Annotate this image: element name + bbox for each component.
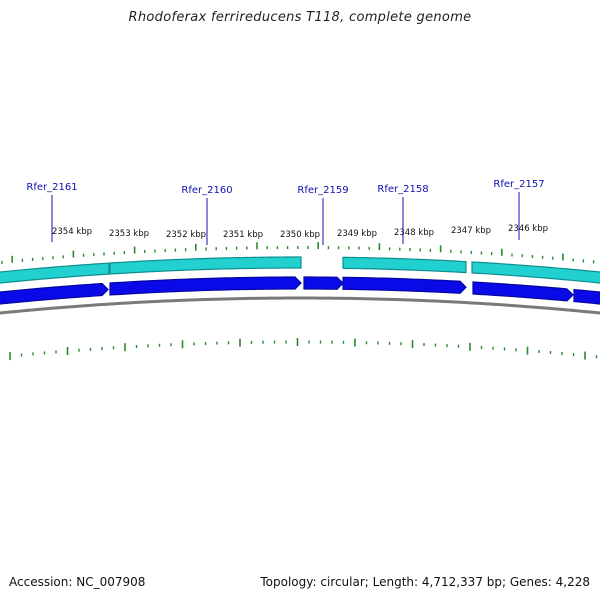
upper-tick-marks bbox=[1, 242, 595, 264]
scale-label: 2352 kbp bbox=[166, 230, 206, 240]
scale-label: 2350 kbp bbox=[280, 230, 320, 240]
cds-arrow bbox=[342, 276, 467, 294]
genome-backbone bbox=[0, 296, 600, 315]
scale-label: 2349 kbp bbox=[337, 229, 377, 239]
gene-segment bbox=[109, 256, 302, 275]
gene-labels: Rfer_2161 Rfer_2160 Rfer_2159 Rfer_2158 Rfer… bbox=[26, 179, 545, 245]
scale-label: 2353 kbp bbox=[109, 229, 149, 239]
gene-label[interactable]: Rfer_2158 bbox=[377, 184, 428, 195]
scale-label: 2351 kbp bbox=[223, 230, 263, 240]
gene-track bbox=[0, 256, 600, 284]
gene-segment bbox=[471, 261, 600, 284]
cds-arrow bbox=[0, 282, 109, 305]
cds-arrow bbox=[303, 276, 344, 290]
gene-label[interactable]: Rfer_2160 bbox=[181, 185, 232, 196]
cds-track bbox=[0, 276, 600, 305]
gene-label[interactable]: Rfer_2161 bbox=[26, 182, 77, 193]
cds-arrow bbox=[573, 288, 600, 305]
gene-label[interactable]: Rfer_2159 bbox=[297, 185, 348, 196]
lower-tick-marks bbox=[9, 338, 598, 361]
scale-label: 2346 kbp bbox=[508, 224, 548, 234]
cds-arrow bbox=[109, 276, 302, 296]
gene-segment bbox=[0, 262, 110, 284]
page-title: Rhodoferax ferrireducens T118, complete … bbox=[128, 10, 472, 25]
scale-label: 2347 kbp bbox=[451, 226, 491, 236]
genome-summary: Topology: circular; Length: 4,712,337 bp… bbox=[260, 575, 590, 589]
accession-text: Accession: NC_007908 bbox=[9, 575, 146, 589]
gene-label[interactable]: Rfer_2157 bbox=[493, 179, 544, 190]
cds-arrow bbox=[472, 281, 574, 302]
scale-label: 2354 kbp bbox=[52, 227, 92, 237]
scale-label: 2348 kbp bbox=[394, 228, 434, 238]
gene-segment bbox=[342, 256, 467, 274]
scale-labels: 2354 kbp 2353 kbp 2352 kbp 2351 kbp 2350 kbp… bbox=[52, 224, 548, 240]
